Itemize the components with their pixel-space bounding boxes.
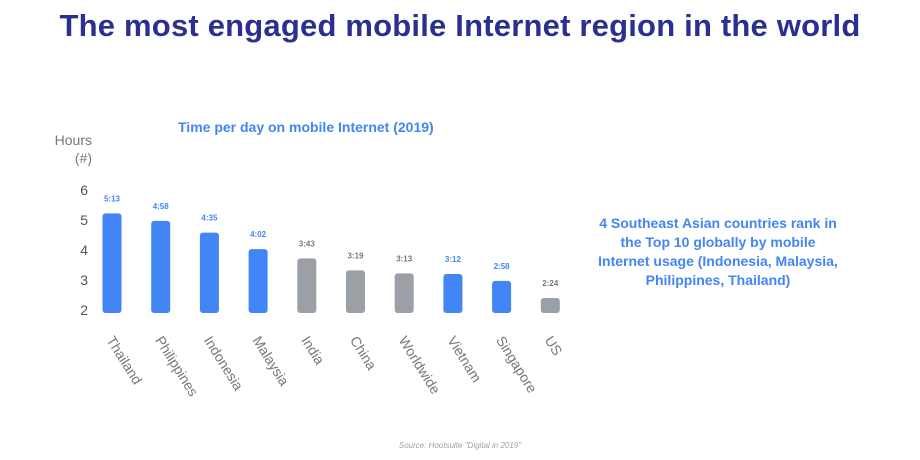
x-tick-label: Vietnam bbox=[444, 333, 485, 385]
y-tick-label: 2 bbox=[80, 302, 88, 318]
side-note: 4 Southeast Asian countries rank in the … bbox=[598, 215, 838, 288]
x-tick-label: Worldwide bbox=[396, 333, 444, 397]
bar-value-label: 3:43 bbox=[299, 239, 316, 248]
bar bbox=[248, 249, 268, 313]
x-tick-label: Thailand bbox=[103, 333, 145, 387]
bar-value-label: 3:19 bbox=[347, 251, 364, 260]
y-axis-label-line-2: (#) bbox=[74, 150, 92, 166]
page-title: The most engaged mobile Internet region … bbox=[59, 8, 861, 43]
bar bbox=[297, 258, 317, 313]
chart-title: Time per day on mobile Internet (2019) bbox=[178, 119, 434, 135]
x-tick-label: China bbox=[347, 333, 380, 373]
bar-value-label: 4:58 bbox=[153, 202, 170, 211]
y-axis-label: Hours (#) bbox=[40, 131, 92, 167]
bar-value-label: 5:13 bbox=[104, 194, 121, 203]
y-tick-label: 4 bbox=[80, 242, 88, 258]
source-note: Source: Hootsuite "Digital in 2019" bbox=[398, 441, 522, 450]
y-tick-label: 6 bbox=[80, 182, 88, 198]
y-tick-label: 5 bbox=[80, 212, 88, 228]
bar bbox=[102, 213, 122, 313]
bar bbox=[151, 220, 171, 313]
bar-chart: 2 3 4 5 6 5:13 Thailand 4:58 Philippines 4:35 Indo… bbox=[80, 182, 566, 399]
bar bbox=[492, 280, 512, 313]
bar-value-label: 4:35 bbox=[201, 214, 218, 223]
bar-value-label: 2:24 bbox=[542, 279, 559, 288]
bar-value-label: 3:13 bbox=[396, 254, 413, 263]
x-tick-label: Singapore bbox=[493, 333, 541, 396]
bar bbox=[443, 274, 463, 313]
y-tick-label: 3 bbox=[80, 272, 88, 288]
x-tick-label: India bbox=[298, 333, 328, 367]
bar-value-label: 2:58 bbox=[494, 262, 511, 271]
x-tick-label: Malaysia bbox=[250, 333, 293, 389]
y-axis-label-line-1: Hours bbox=[54, 132, 92, 148]
bar-value-label: 3:12 bbox=[445, 255, 462, 264]
bar-value-label: 4:02 bbox=[250, 230, 267, 239]
bar bbox=[394, 273, 414, 313]
x-tick-label: US bbox=[542, 333, 566, 358]
bar bbox=[199, 232, 219, 313]
bar bbox=[346, 270, 365, 313]
bar bbox=[540, 298, 560, 313]
x-tick-label: Philippines bbox=[152, 333, 201, 399]
x-tick-label: Indonesia bbox=[201, 333, 247, 393]
